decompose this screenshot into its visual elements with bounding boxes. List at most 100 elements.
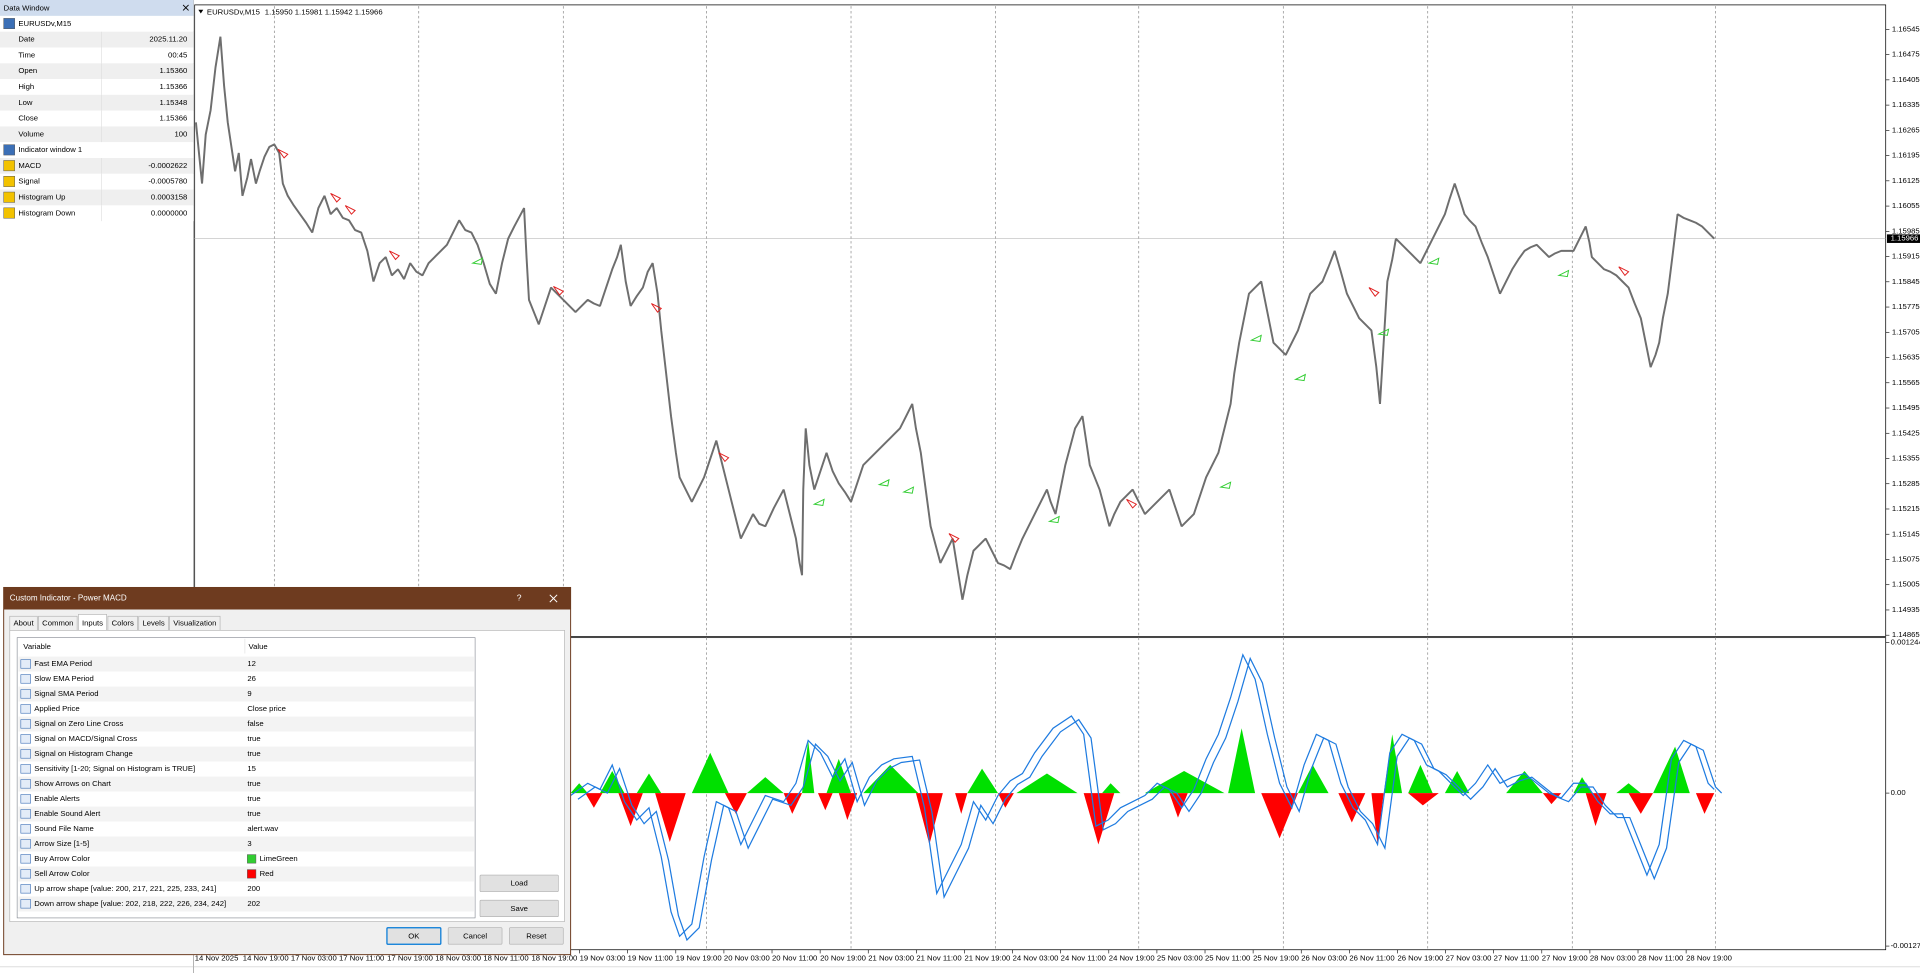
input-row[interactable] [18,671,474,687]
input-name[interactable]: Sensitivity [1-20; Signal on Histogram i… [34,764,195,773]
buy-arrow [1249,334,1262,343]
input-name[interactable]: Applied Price [34,704,79,713]
time-label: 20 Nov 11:00 [772,953,817,962]
input-value[interactable]: true [247,794,260,803]
input-value[interactable]: 3 [247,839,251,848]
input-value[interactable]: alert.wav [247,824,278,833]
price-label: 1.15495 [1892,403,1920,412]
data-window-close[interactable] [182,4,189,11]
input-row[interactable] [18,851,474,867]
input-name[interactable]: Enable Sound Alert [34,809,101,818]
input-name[interactable]: Show Arrows on Chart [34,779,112,788]
button-label[interactable]: Save [510,904,528,913]
input-name[interactable]: Enable Alerts [34,794,80,803]
input-value[interactable]: true [247,749,260,758]
sell-arrow [344,205,356,215]
input-row[interactable] [18,866,474,882]
input-name[interactable]: Signal SMA Period [34,689,98,698]
input-icon [20,674,31,684]
input-row[interactable] [18,836,474,852]
price-label: 1.16335 [1892,100,1920,109]
input-name[interactable]: Buy Arrow Color [34,854,90,863]
input-row[interactable] [18,821,474,837]
tab-label[interactable]: Levels [142,619,164,628]
input-name[interactable]: Down arrow shape [value: 202, 218, 222, … [34,899,226,908]
input-value[interactable]: true [247,809,260,818]
input-value[interactable]: false [247,719,263,728]
tab-label[interactable]: Inputs [82,619,103,628]
button-label[interactable]: OK [408,931,420,940]
input-name[interactable]: Sell Arrow Color [34,869,90,878]
input-name[interactable]: Up arrow shape [value: 200, 217, 221, 22… [34,884,216,893]
row-bg [0,79,194,95]
input-name[interactable]: Signal on MACD/Signal Cross [34,734,137,743]
button-label[interactable]: Cancel [463,931,487,940]
dialog-help[interactable]: ? [517,593,522,603]
input-value[interactable]: true [247,779,260,788]
color-swatch[interactable] [247,854,257,864]
input-row[interactable] [18,746,474,762]
row-bg [0,47,194,64]
button[interactable] [386,927,442,945]
button[interactable] [509,927,564,945]
input-row[interactable] [18,896,474,912]
button-label[interactable]: Reset [526,931,547,940]
input-row[interactable] [18,881,474,897]
input-row[interactable] [18,806,474,822]
input-row[interactable] [18,776,474,792]
tab-label[interactable]: About [13,619,34,628]
input-value[interactable]: 15 [247,764,256,773]
input-name[interactable]: Sound File Name [34,824,94,833]
button[interactable] [479,899,559,918]
input-row[interactable] [18,701,474,717]
input-value[interactable]: Red [260,869,274,878]
price-label: 1.16475 [1892,50,1920,59]
input-value[interactable]: 9 [247,689,251,698]
input-name[interactable]: Fast EMA Period [34,659,92,668]
row-bg [0,158,194,174]
histogram-bars [570,728,1690,794]
input-row[interactable] [18,686,474,702]
tab-label[interactable]: Colors [112,619,134,628]
close-stroke[interactable] [182,4,189,11]
tab-label[interactable]: Visualization [173,619,216,628]
input-value[interactable]: LimeGreen [260,854,298,863]
input-row[interactable] [18,716,474,732]
input-name[interactable]: Signal on Histogram Change [34,749,133,758]
input-name[interactable]: Slow EMA Period [34,674,94,683]
indicator-title: Indicator window 1 [18,145,82,154]
row-bg [0,94,194,111]
dialog-close[interactable] [549,594,558,603]
input-icon [20,824,31,834]
sell-arrow [718,452,730,463]
button[interactable] [447,927,503,945]
input-name[interactable]: Signal on Zero Line Cross [34,719,123,728]
input-value[interactable]: 202 [247,899,260,908]
price-label: 1.14935 [1892,605,1920,614]
input-row[interactable] [18,731,474,747]
color-swatch[interactable] [247,869,257,879]
price-label: 1.15985 [1892,226,1920,235]
indicator-label: 0.00 [1891,788,1906,797]
input-value[interactable]: 26 [247,674,256,683]
input-row[interactable] [18,791,474,807]
input-row[interactable] [18,656,474,672]
row-bg [0,189,194,206]
day-separators [273,6,1716,950]
input-value[interactable]: 12 [247,659,256,668]
button[interactable] [479,874,559,892]
button-label[interactable]: Load [511,879,528,888]
time-label: 27 Nov 11:00 [1494,953,1539,962]
time-label: 21 Nov 19:00 [964,953,1010,962]
input-icon [20,659,31,669]
input-value[interactable]: Close price [247,704,286,713]
dialog-title: Custom Indicator - Power MACD [10,594,127,603]
input-value[interactable]: true [247,734,260,743]
input-value[interactable]: 200 [247,884,260,893]
price-label: 1.15705 [1892,327,1920,336]
chart-menu-arrow [198,9,204,14]
price-label: 1.15845 [1892,277,1920,286]
input-row[interactable] [18,761,474,777]
input-name[interactable]: Arrow Size [1-5] [34,839,89,848]
tab-label[interactable]: Common [42,619,73,628]
